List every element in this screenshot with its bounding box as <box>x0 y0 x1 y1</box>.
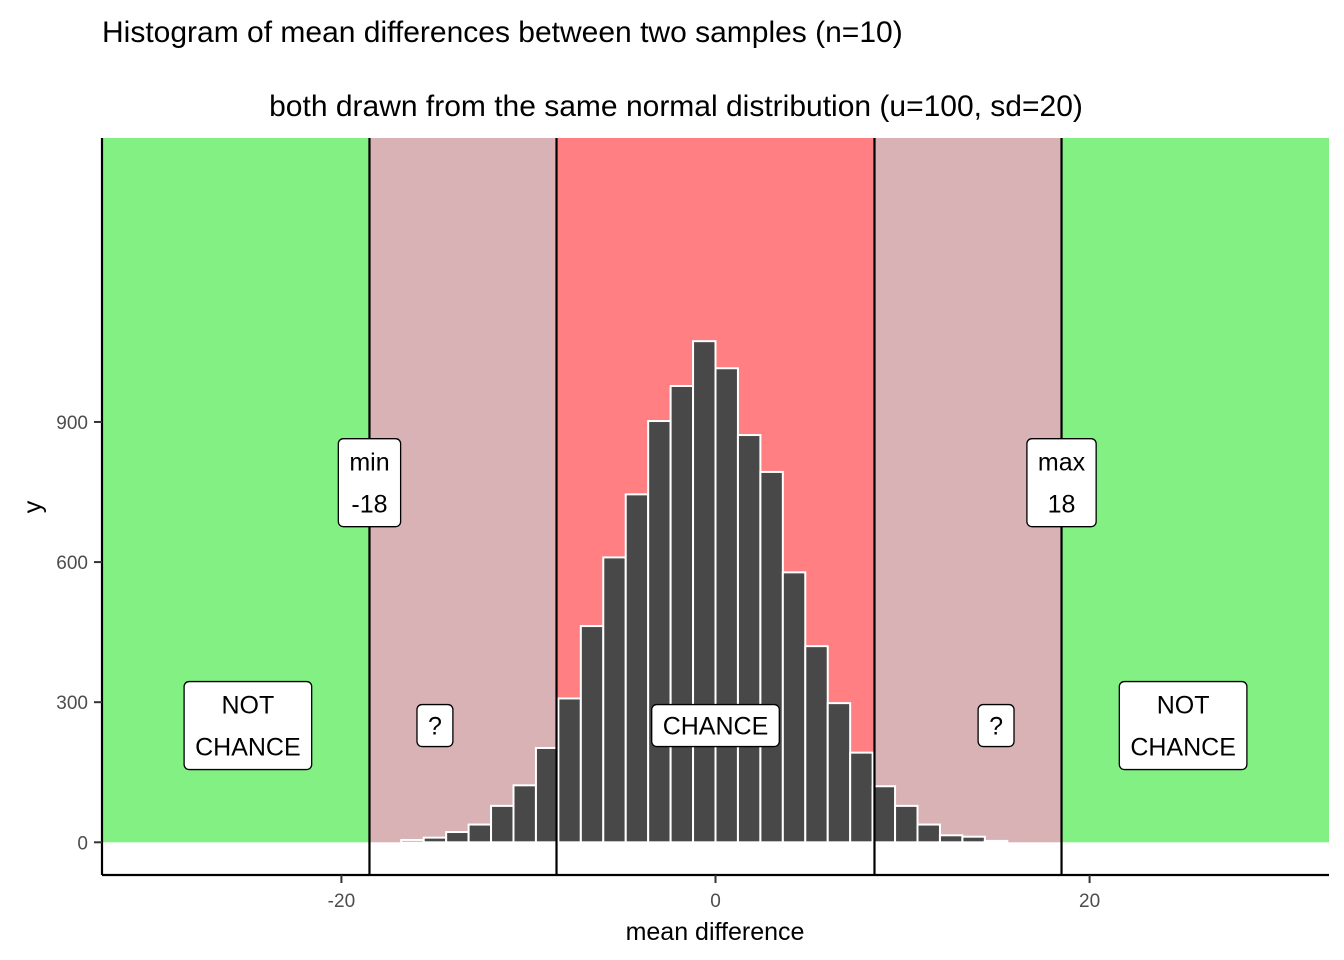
annotation-box <box>183 680 313 771</box>
y-tick-label: 0 <box>77 833 88 854</box>
histogram-bar <box>490 804 515 844</box>
annotation-labels: NOT CHANCE? CHANCE ? NOT CHANCE min -18 max 18 <box>183 438 1248 771</box>
annotation-text: max <box>1038 449 1086 477</box>
histogram-bar <box>400 838 425 844</box>
chart-subtitle: both drawn from the same normal distribu… <box>269 90 1083 123</box>
y-tick-label: 300 <box>56 693 88 714</box>
x-tick-label: -20 <box>328 891 355 912</box>
histogram-bars <box>400 340 1009 844</box>
histogram-bar <box>736 434 762 844</box>
histogram-bar <box>781 571 807 844</box>
x-tick-label: 20 <box>1079 891 1100 912</box>
x-axis-ticks: -20 0 20 <box>328 875 1100 912</box>
x-axis-title: mean difference <box>626 918 805 946</box>
histogram-bar <box>938 834 964 844</box>
histogram-bar <box>579 625 605 844</box>
annotation-box <box>416 703 454 748</box>
histogram-bar <box>849 751 874 844</box>
y-axis-title: y <box>19 500 47 513</box>
annotation-question-right: ? <box>977 703 1015 748</box>
histogram-bar <box>826 702 852 844</box>
histogram-bar <box>759 470 784 844</box>
histogram-bar <box>961 835 986 844</box>
histogram-bar <box>916 823 941 844</box>
y-tick-label: 600 <box>56 553 88 574</box>
annotation-text: -18 <box>351 491 387 519</box>
histogram-bar <box>512 784 537 844</box>
annotation-text: NOT <box>1157 692 1210 720</box>
annotation-max-label: max 18 <box>1026 438 1097 528</box>
histogram-bar <box>714 367 739 844</box>
annotation-text: CHANCE <box>195 734 301 762</box>
annotation-chance: CHANCE <box>651 703 780 748</box>
y-axis-ticks: 0 300 600 900 <box>56 413 102 854</box>
annotation-text: ? <box>428 713 442 741</box>
histogram-bar <box>871 785 897 844</box>
histogram-bar <box>894 804 919 844</box>
annotation-box <box>977 703 1015 748</box>
annotation-box <box>337 438 402 528</box>
annotation-box <box>1026 438 1097 528</box>
annotation-text: CHANCE <box>1130 734 1236 762</box>
histogram-bar <box>534 746 560 844</box>
chart-title: Histogram of mean differences between tw… <box>102 16 903 49</box>
annotation-not-chance-right: NOT CHANCE <box>1118 680 1248 771</box>
annotation-question-left: ? <box>416 703 454 748</box>
histogram-bar <box>804 645 829 844</box>
plot-area: NOT CHANCE? CHANCE ? NOT CHANCE min -18 max 18 <box>102 138 1329 875</box>
annotation-box <box>1118 680 1248 771</box>
histogram-bar <box>445 831 470 844</box>
annotation-text: NOT <box>222 692 275 720</box>
histogram-bar <box>647 420 672 844</box>
annotation-min-label: min -18 <box>337 438 402 528</box>
axes: -20 0 20 0 300 600 900 <box>56 138 1329 912</box>
annotation-box <box>651 703 780 748</box>
histogram-bar <box>624 493 650 844</box>
histogram-bar <box>422 836 448 844</box>
x-tick-label: 0 <box>710 891 721 912</box>
histogram-bar <box>983 839 1009 844</box>
histogram-bar <box>467 823 493 844</box>
annotation-text: ? <box>989 713 1003 741</box>
annotation-text: 18 <box>1048 491 1076 519</box>
y-tick-label: 900 <box>56 413 88 434</box>
histogram-bar <box>669 385 695 844</box>
annotation-text: min <box>349 449 389 477</box>
histogram-bar <box>692 340 717 844</box>
annotation-text: CHANCE <box>663 713 769 741</box>
annotation-not-chance-left: NOT CHANCE <box>183 680 313 771</box>
histogram-bar <box>557 697 582 844</box>
histogram-bar <box>602 556 627 844</box>
